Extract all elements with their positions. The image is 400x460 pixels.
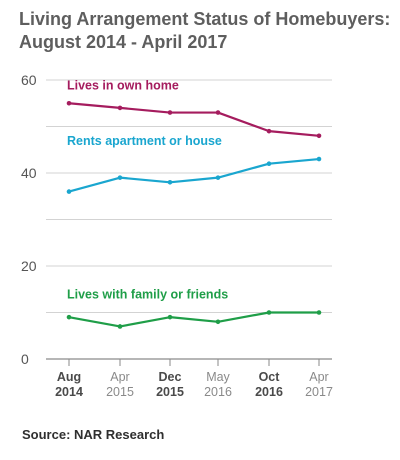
y-tick-label: 0 — [21, 351, 29, 367]
chart-title-line-1: Living Arrangement Status of Homebuyers: — [19, 9, 391, 29]
data-point — [316, 133, 322, 139]
x-tick-label: May — [206, 370, 230, 384]
series-label: Rents apartment or house — [67, 134, 222, 148]
x-tick-label: 2015 — [106, 385, 134, 399]
data-point — [266, 128, 272, 134]
series-label: Lives with family or friends — [67, 288, 228, 302]
data-point — [266, 310, 272, 315]
x-tick-label: 2014 — [55, 385, 83, 399]
x-tick-label: Dec — [159, 370, 182, 384]
series-line — [68, 102, 320, 137]
data-point — [117, 324, 123, 329]
data-point — [316, 156, 322, 162]
x-tick-label: Apr — [110, 370, 129, 384]
data-point — [167, 110, 173, 115]
data-point — [167, 180, 173, 185]
y-tick-label: 20 — [21, 258, 37, 274]
x-tick-label: Aug — [57, 370, 81, 384]
series-line — [68, 157, 320, 193]
x-tick-label: 2017 — [305, 385, 333, 399]
data-point — [167, 314, 173, 320]
x-tick-label: 2016 — [255, 385, 283, 399]
data-point — [215, 175, 221, 180]
data-point — [117, 175, 123, 180]
chart-title: Living Arrangement Status of Homebuyers:… — [19, 8, 391, 54]
x-tick-label: Apr — [309, 370, 328, 384]
x-tick-label: 2015 — [156, 385, 184, 399]
chart-title-line-2: August 2014 - April 2017 — [19, 32, 228, 52]
data-point — [66, 189, 72, 194]
x-tick-label: 2016 — [204, 385, 232, 399]
data-point — [316, 310, 322, 315]
data-point — [117, 105, 123, 111]
x-tick-label: Oct — [259, 370, 281, 384]
data-point — [66, 100, 72, 106]
data-point — [66, 314, 72, 320]
series-layer: Lives in own home Rents apartment or hous… — [66, 78, 322, 329]
y-tick-label: 60 — [21, 72, 37, 88]
y-tick-label: 40 — [21, 165, 37, 181]
source-note: Source: NAR Research — [22, 427, 165, 442]
data-point — [266, 161, 272, 166]
data-point — [215, 110, 221, 115]
y-axis: 0 20 40 60 — [21, 72, 37, 367]
data-point — [215, 319, 221, 325]
x-axis: Aug2014Apr2015Dec2015May2016Oct2016Apr20… — [55, 359, 333, 399]
series-label: Lives in own home — [67, 78, 179, 92]
series-line — [68, 311, 319, 328]
gridlines — [46, 79, 332, 360]
